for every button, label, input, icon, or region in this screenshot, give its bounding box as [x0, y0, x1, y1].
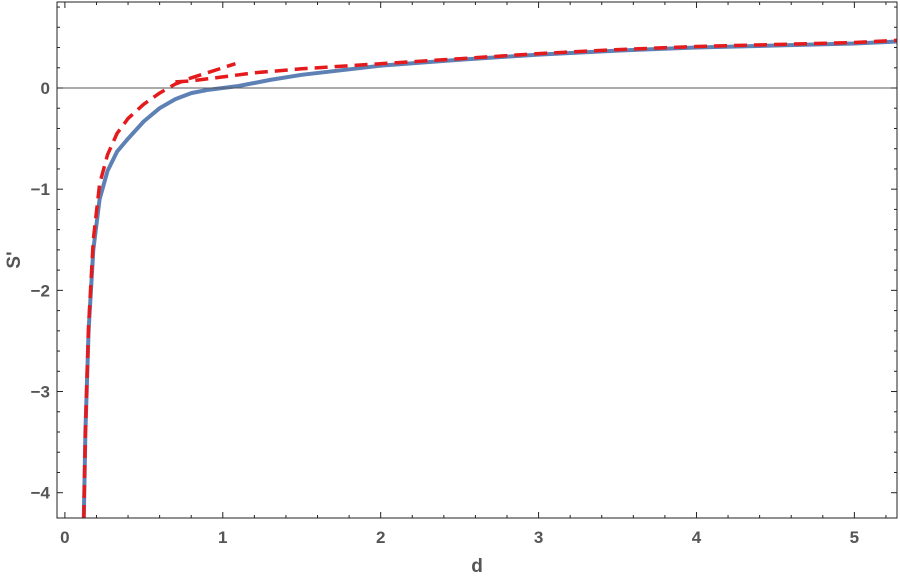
x-tick-label-2: 2: [376, 528, 385, 547]
y-tick-label-4: −4: [31, 484, 51, 503]
series-line-1: [82, 62, 236, 518]
y-tick-label-1: −1: [31, 180, 50, 199]
series-line-0: [81, 39, 897, 518]
plot-frame: [56, 1, 898, 519]
y-axis-label: S': [4, 251, 25, 268]
y-tick-label-2: −2: [31, 281, 50, 300]
x-tick-label-5: 5: [850, 528, 859, 547]
y-tick-label-3: −3: [31, 383, 50, 402]
series-line-2: [175, 38, 897, 84]
x-tick-label-0: 0: [60, 528, 69, 547]
x-tick-label-4: 4: [692, 528, 702, 547]
ticks-layer: 0 1 2 3 4 5 0 −1 −2 −3 −4: [31, 2, 897, 547]
x-tick-label-3: 3: [534, 528, 543, 547]
x-tick-label-1: 1: [218, 528, 227, 547]
y-tick-label-0: 0: [41, 79, 50, 98]
x-axis-label: d: [471, 556, 483, 577]
series-layer: [81, 38, 897, 518]
